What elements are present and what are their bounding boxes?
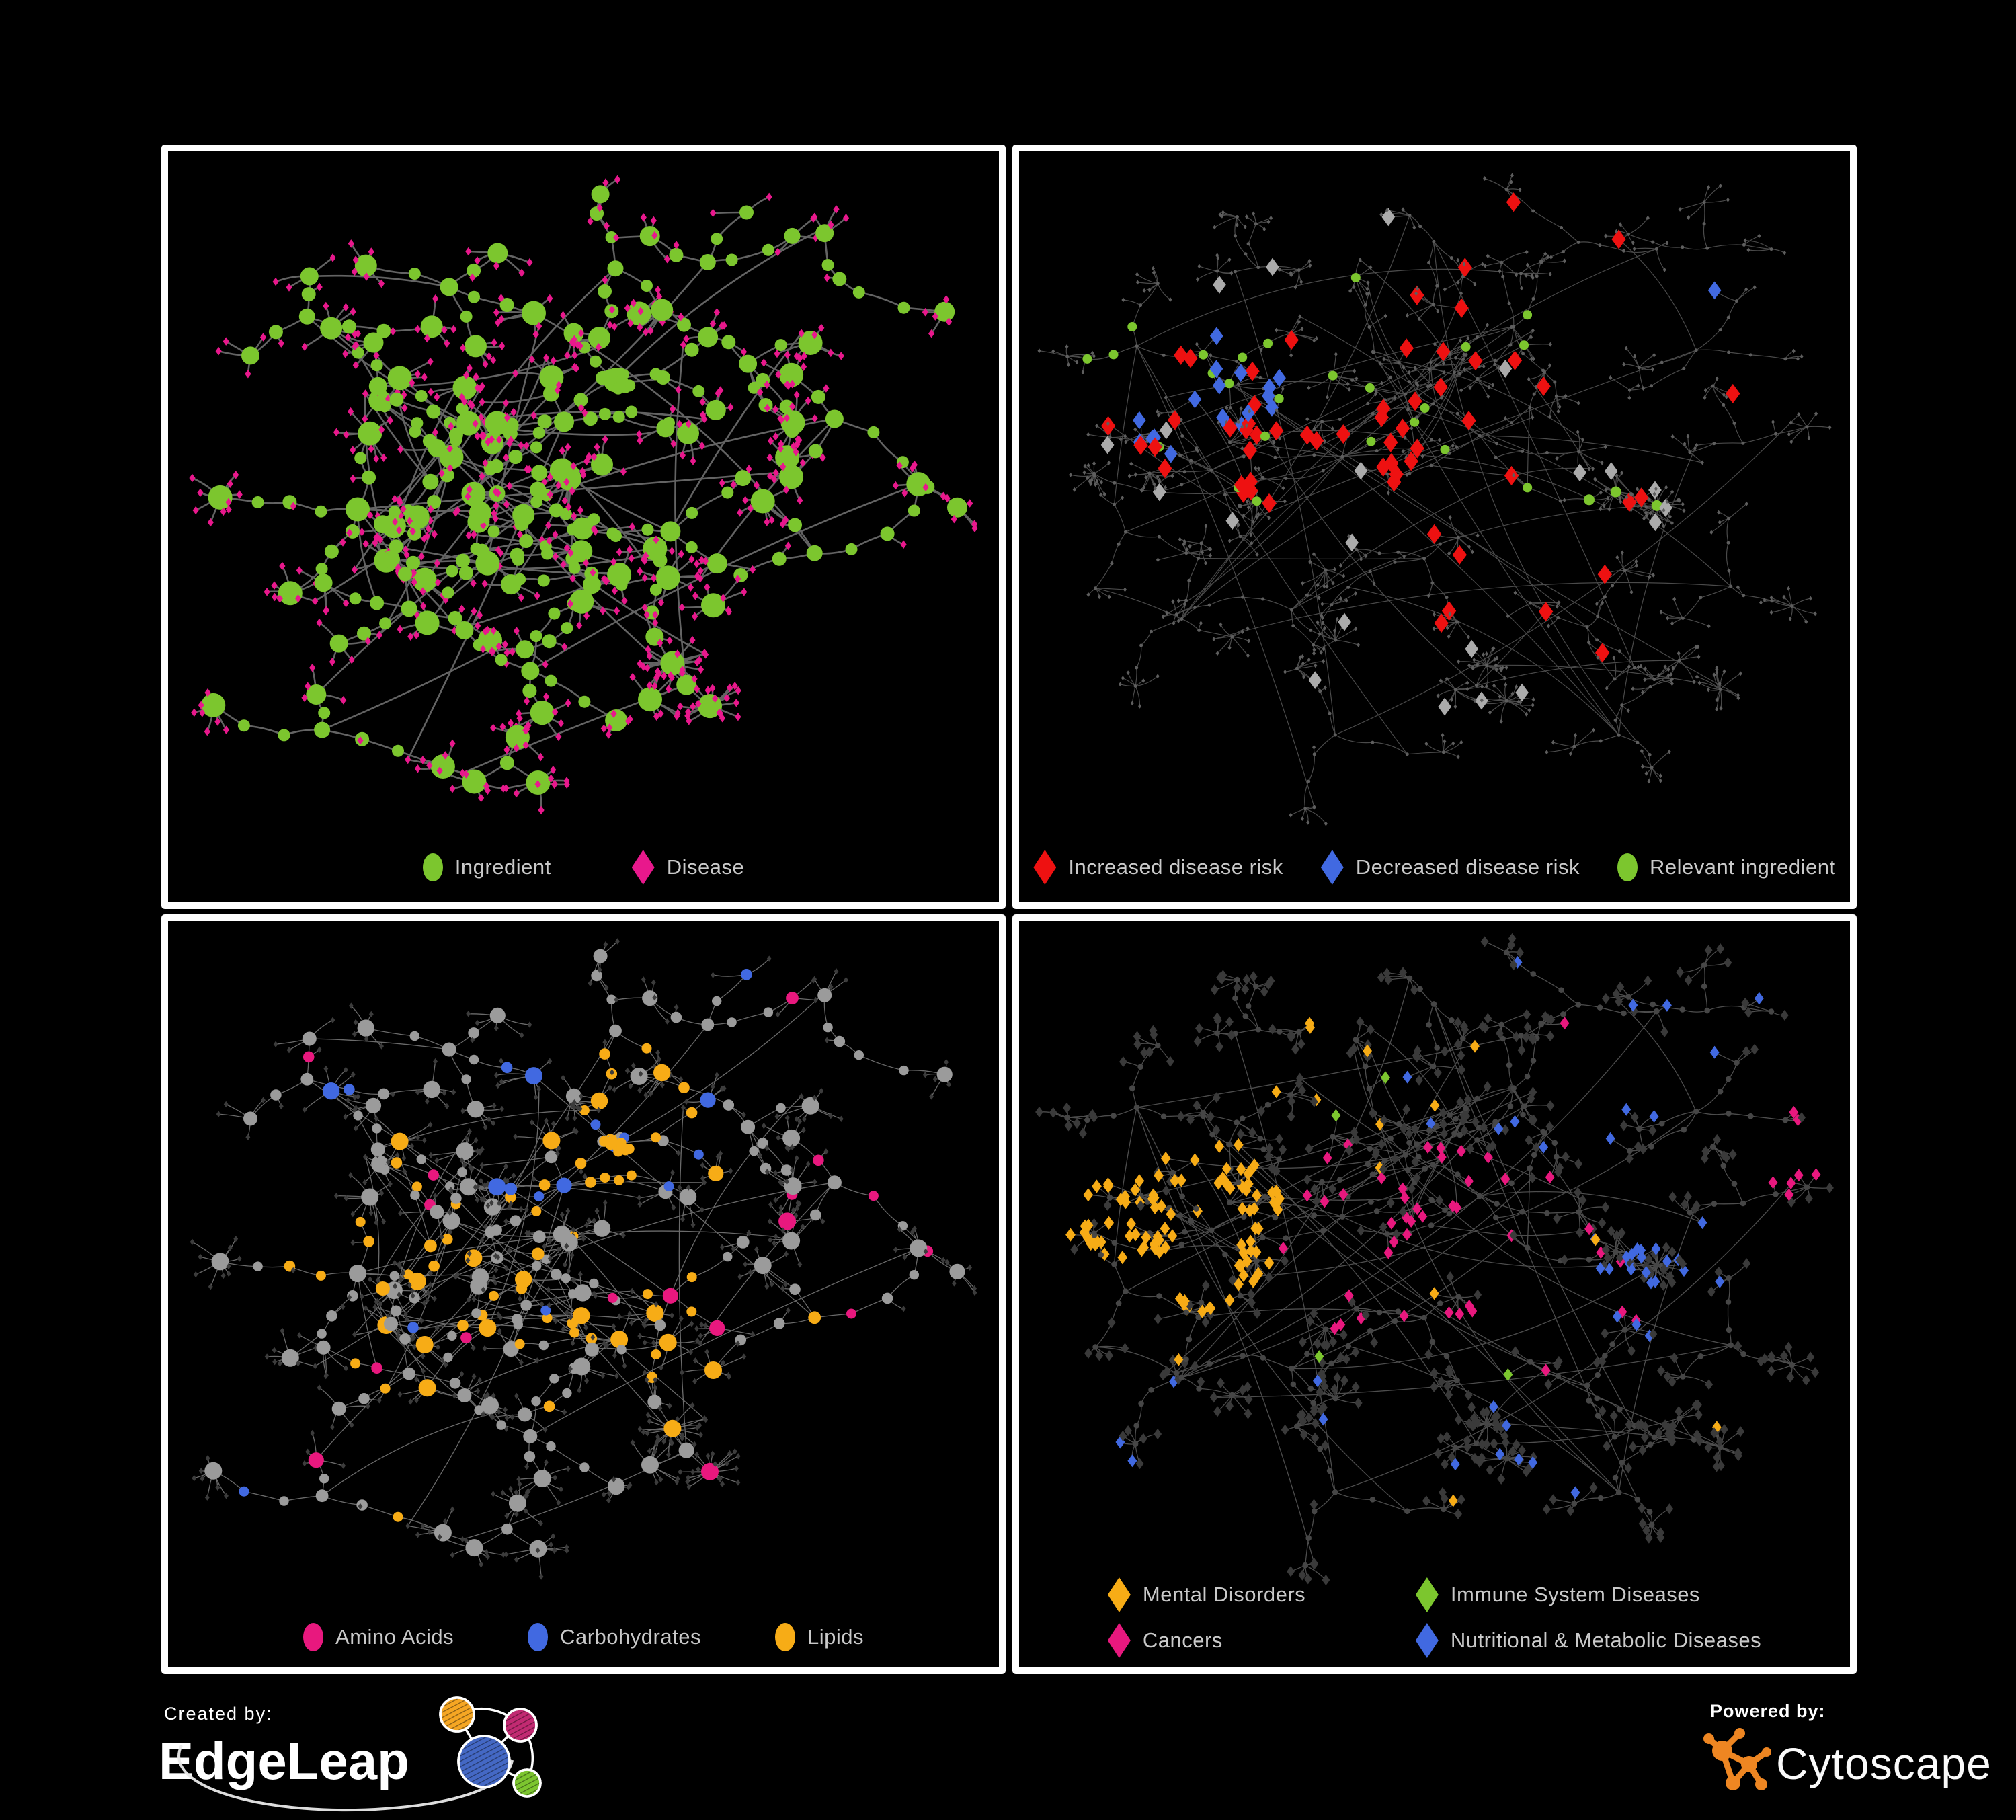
cytoscape-network-icon — [1703, 1728, 1771, 1790]
amino-acids-swatch-icon — [303, 1623, 324, 1651]
mental-disorders-swatch-icon — [1107, 1577, 1131, 1612]
nodes-layer — [1035, 933, 1834, 1586]
legend-item-amino-acids: Amino Acids — [303, 1623, 454, 1651]
legend-label: Amino Acids — [335, 1625, 454, 1649]
legend-label: Disease — [666, 855, 745, 879]
nodes-layer — [1037, 173, 1832, 826]
legend-item-immune-system-diseases: Immune System Diseases — [1415, 1577, 1761, 1612]
legend-ingredient-classes: Amino Acids Carbohydrates Lipids — [168, 1623, 999, 1651]
legend-label: Increased disease risk — [1068, 855, 1283, 879]
legend-item-carbohydrates: Carbohydrates — [528, 1623, 701, 1651]
panel-disease-classes: Mental Disorders Immune System Diseases Ca… — [1012, 914, 1857, 1674]
lipids-swatch-icon — [774, 1623, 795, 1651]
cancers-swatch-icon — [1107, 1623, 1131, 1658]
ingredient-disease-network-graph — [189, 175, 978, 815]
legend-label: Nutritional & Metabolic Diseases — [1450, 1628, 1762, 1652]
disease-classes-network-graph — [1035, 933, 1834, 1586]
legend-label: Ingredient — [454, 855, 551, 879]
ingredient-swatch-icon — [422, 853, 443, 881]
edgeleap-network-icon — [439, 1696, 542, 1798]
cytoscape-wordmark: Cytoscape — [1776, 1739, 1992, 1788]
disease-risk-network-graph — [1037, 173, 1832, 826]
legend-label: Immune System Diseases — [1450, 1583, 1700, 1606]
legend-disease-risk: Increased disease risk Decreased disease … — [1019, 850, 1850, 885]
legend-label: Relevant ingredient — [1650, 855, 1836, 879]
decreased-disease-risk-swatch-icon — [1320, 850, 1344, 885]
legend-label: Mental Disorders — [1142, 1583, 1306, 1606]
panel-ingredient-classes: Amino Acids Carbohydrates Lipids — [161, 914, 1006, 1674]
legend-item-relevant-ingredient: Relevant ingredient — [1617, 853, 1836, 881]
legend-item-nutritional-metabolic-diseases: Nutritional & Metabolic Diseases — [1415, 1623, 1762, 1658]
legend-item-lipids: Lipids — [774, 1623, 864, 1651]
legend-disease-classes-grid: Mental Disorders Immune System Diseases Ca… — [1107, 1577, 1762, 1658]
panel-ingredient-disease: Ingredient Disease — [161, 145, 1006, 909]
edges-layer — [1039, 175, 1830, 824]
edgeleap-logo: Created by: EdgeLeap — [159, 1696, 542, 1812]
cytoscape-logo: Powered by: Cytoscape — [1703, 1701, 1992, 1790]
edges-layer — [1039, 938, 1830, 1581]
nodes-layer — [189, 175, 978, 815]
panel-disease-risk: Increased disease risk Decreased disease … — [1012, 145, 1857, 909]
carbohydrates-swatch-icon — [528, 1623, 549, 1651]
legend-ingredient-disease: Ingredient Disease — [168, 850, 999, 885]
legend-disease-classes: Mental Disorders Immune System Diseases Ca… — [1019, 1577, 1850, 1658]
legend-item-mental-disorders: Mental Disorders — [1107, 1577, 1377, 1612]
legend-label: Lipids — [807, 1625, 864, 1649]
increased-disease-risk-swatch-icon — [1033, 850, 1057, 885]
legend-item-ingredient: Ingredient — [422, 853, 551, 881]
legend-item-increased-disease-risk: Increased disease risk — [1033, 850, 1283, 885]
nutritional-metabolic-diseases-swatch-icon — [1415, 1623, 1439, 1658]
legend-label: Carbohydrates — [560, 1625, 701, 1649]
nodes-layer — [190, 938, 977, 1580]
legend-item-cancers: Cancers — [1107, 1623, 1377, 1658]
immune-system-diseases-swatch-icon — [1415, 1577, 1439, 1612]
disease-swatch-icon — [631, 850, 655, 885]
legend-label: Cancers — [1142, 1628, 1223, 1652]
created-by-label: Created by: — [164, 1704, 273, 1724]
relevant-ingredient-swatch-icon — [1617, 853, 1638, 881]
legend-label: Decreased disease risk — [1355, 855, 1580, 879]
ingredient-classes-network-graph — [190, 938, 977, 1580]
edgeleap-wordmark: EdgeLeap — [159, 1731, 409, 1790]
legend-item-decreased-disease-risk: Decreased disease risk — [1320, 850, 1580, 885]
powered-by-label: Powered by: — [1710, 1701, 1826, 1721]
legend-item-disease: Disease — [631, 850, 745, 885]
